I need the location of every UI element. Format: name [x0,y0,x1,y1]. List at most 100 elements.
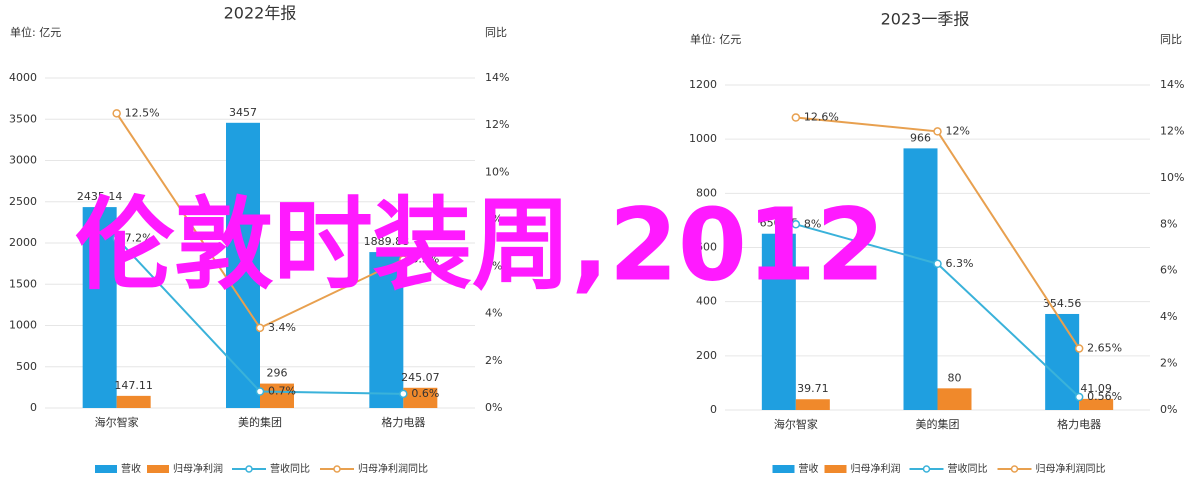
chart-title: 2023一季报 [881,10,970,29]
line-point [255,387,265,396]
overlay-text: 伦敦时装周,2012 [75,186,885,303]
bar [795,399,830,410]
y2-tick-label: 2% [1160,357,1177,370]
y2-tick-label: 12% [485,118,509,131]
y-tick-label: 500 [16,360,37,373]
y2-tick-label: 14% [485,71,509,84]
legend-swatch [824,465,847,473]
line-point [933,259,942,268]
y2-tick-label: 8% [1160,217,1177,230]
legend-label: 归母净利润同比 [358,462,428,475]
y-tick-label: 600 [696,241,717,254]
line-point [1074,392,1084,402]
y-tick-label: 3500 [9,112,37,125]
x-tick-label: 海尔智家 [95,415,139,429]
line-point [791,113,801,122]
legend-swatch [772,465,795,473]
y-tick-label: 2500 [9,195,37,208]
y2-tick-label: 6% [1160,264,1177,277]
legend-label: 营收同比 [948,462,988,475]
line-value-label: 0.7% [268,385,296,398]
y2-tick-label: 6% [485,260,502,273]
y-tick-label: 4000 [9,71,37,84]
bar-value-label: 3457 [229,106,257,119]
x-tick-label: 格力电器 [381,415,425,429]
line-point [112,234,121,243]
x-tick-label: 美的集团 [916,417,960,431]
legend-label: 营收 [799,462,819,475]
y-tick-label: 1000 [9,319,37,332]
legend-swatch-point [922,465,931,473]
y-tick-label: 0 [30,401,37,414]
bar-value-label: 80 [948,371,962,384]
bar [1079,398,1114,410]
bar [116,395,151,408]
y2-tick-label: 10% [1160,171,1184,184]
bar [761,233,796,410]
y-tick-label: 1000 [689,132,717,145]
y2-tick-label: 4% [485,307,502,320]
bar [403,387,438,408]
line-value-label: 0.56% [1087,390,1122,403]
line-value-label: 2.65% [1087,341,1122,354]
legend-swatch [95,465,117,473]
y-tick-label: 2000 [9,236,37,249]
x-tick-label: 海尔智家 [774,417,818,431]
line-point [112,109,121,118]
y2-axis-label: 同比 [485,26,507,39]
y-tick-label: 400 [696,295,717,308]
y-tick-label: 800 [696,186,717,199]
bar [369,252,404,408]
legend-swatch-point [245,465,253,473]
line-value-label: 12.6% [804,111,839,124]
bar [903,148,938,410]
line-value-label: 0.6% [411,387,439,400]
y-tick-label: 200 [696,349,717,362]
line-value-label: 8% [804,217,821,230]
legend-label: 归母净利润同比 [1036,462,1106,475]
y2-tick-label: 4% [1160,310,1177,323]
bar-value-label: 966 [910,131,931,144]
line-value-label: 12.5% [125,106,160,119]
y2-tick-label: 0% [485,401,502,414]
legend-label: 归母净利润 [173,462,223,475]
y-tick-label: 1200 [689,78,717,91]
y2-tick-label: 14% [1160,78,1184,91]
bar-value-label: 39.71 [797,382,829,395]
y2-tick-label: 2% [485,354,502,367]
y2-tick-label: 0% [1160,403,1177,416]
y2-axis-label: 同比 [1160,33,1182,46]
legend-swatch [147,465,169,473]
line-point [933,127,942,136]
y2-tick-label: 10% [485,165,509,178]
legend-label: 归母净利润 [851,462,901,475]
bar-value-label: 245.07 [401,371,440,384]
line-value-label: 6.3% [946,257,974,270]
line-value-label: 3.4% [268,321,296,334]
legend-label: 营收同比 [270,462,310,475]
bar-value-label: 296 [267,367,288,380]
line-point [399,255,408,264]
x-tick-label: 美的集团 [238,415,282,429]
line-point [791,220,801,229]
line-point [1074,344,1084,353]
bar [1045,313,1080,410]
bar-value-label: 2435.14 [77,190,123,203]
line-point [399,389,408,399]
line-value-label: 12% [946,124,970,137]
line-value-label: 6.3% [411,253,439,266]
legend-swatch-point [333,465,341,473]
y-tick-label: 3000 [9,154,37,167]
bar [82,207,117,408]
x-tick-label: 格力电器 [1057,417,1101,431]
line-value-label: 7.2% [125,231,153,244]
bar-value-label: 147.11 [114,379,153,392]
bar-value-label: 1889.88 [364,235,410,248]
chart-title: 2022年报 [224,4,297,23]
y-tick-label: 1500 [9,277,37,290]
bar-value-label: 650.85 [760,217,799,230]
bar [260,383,294,408]
legend-label: 营收 [121,462,141,475]
y-axis-label: 单位: 亿元 [690,32,741,46]
